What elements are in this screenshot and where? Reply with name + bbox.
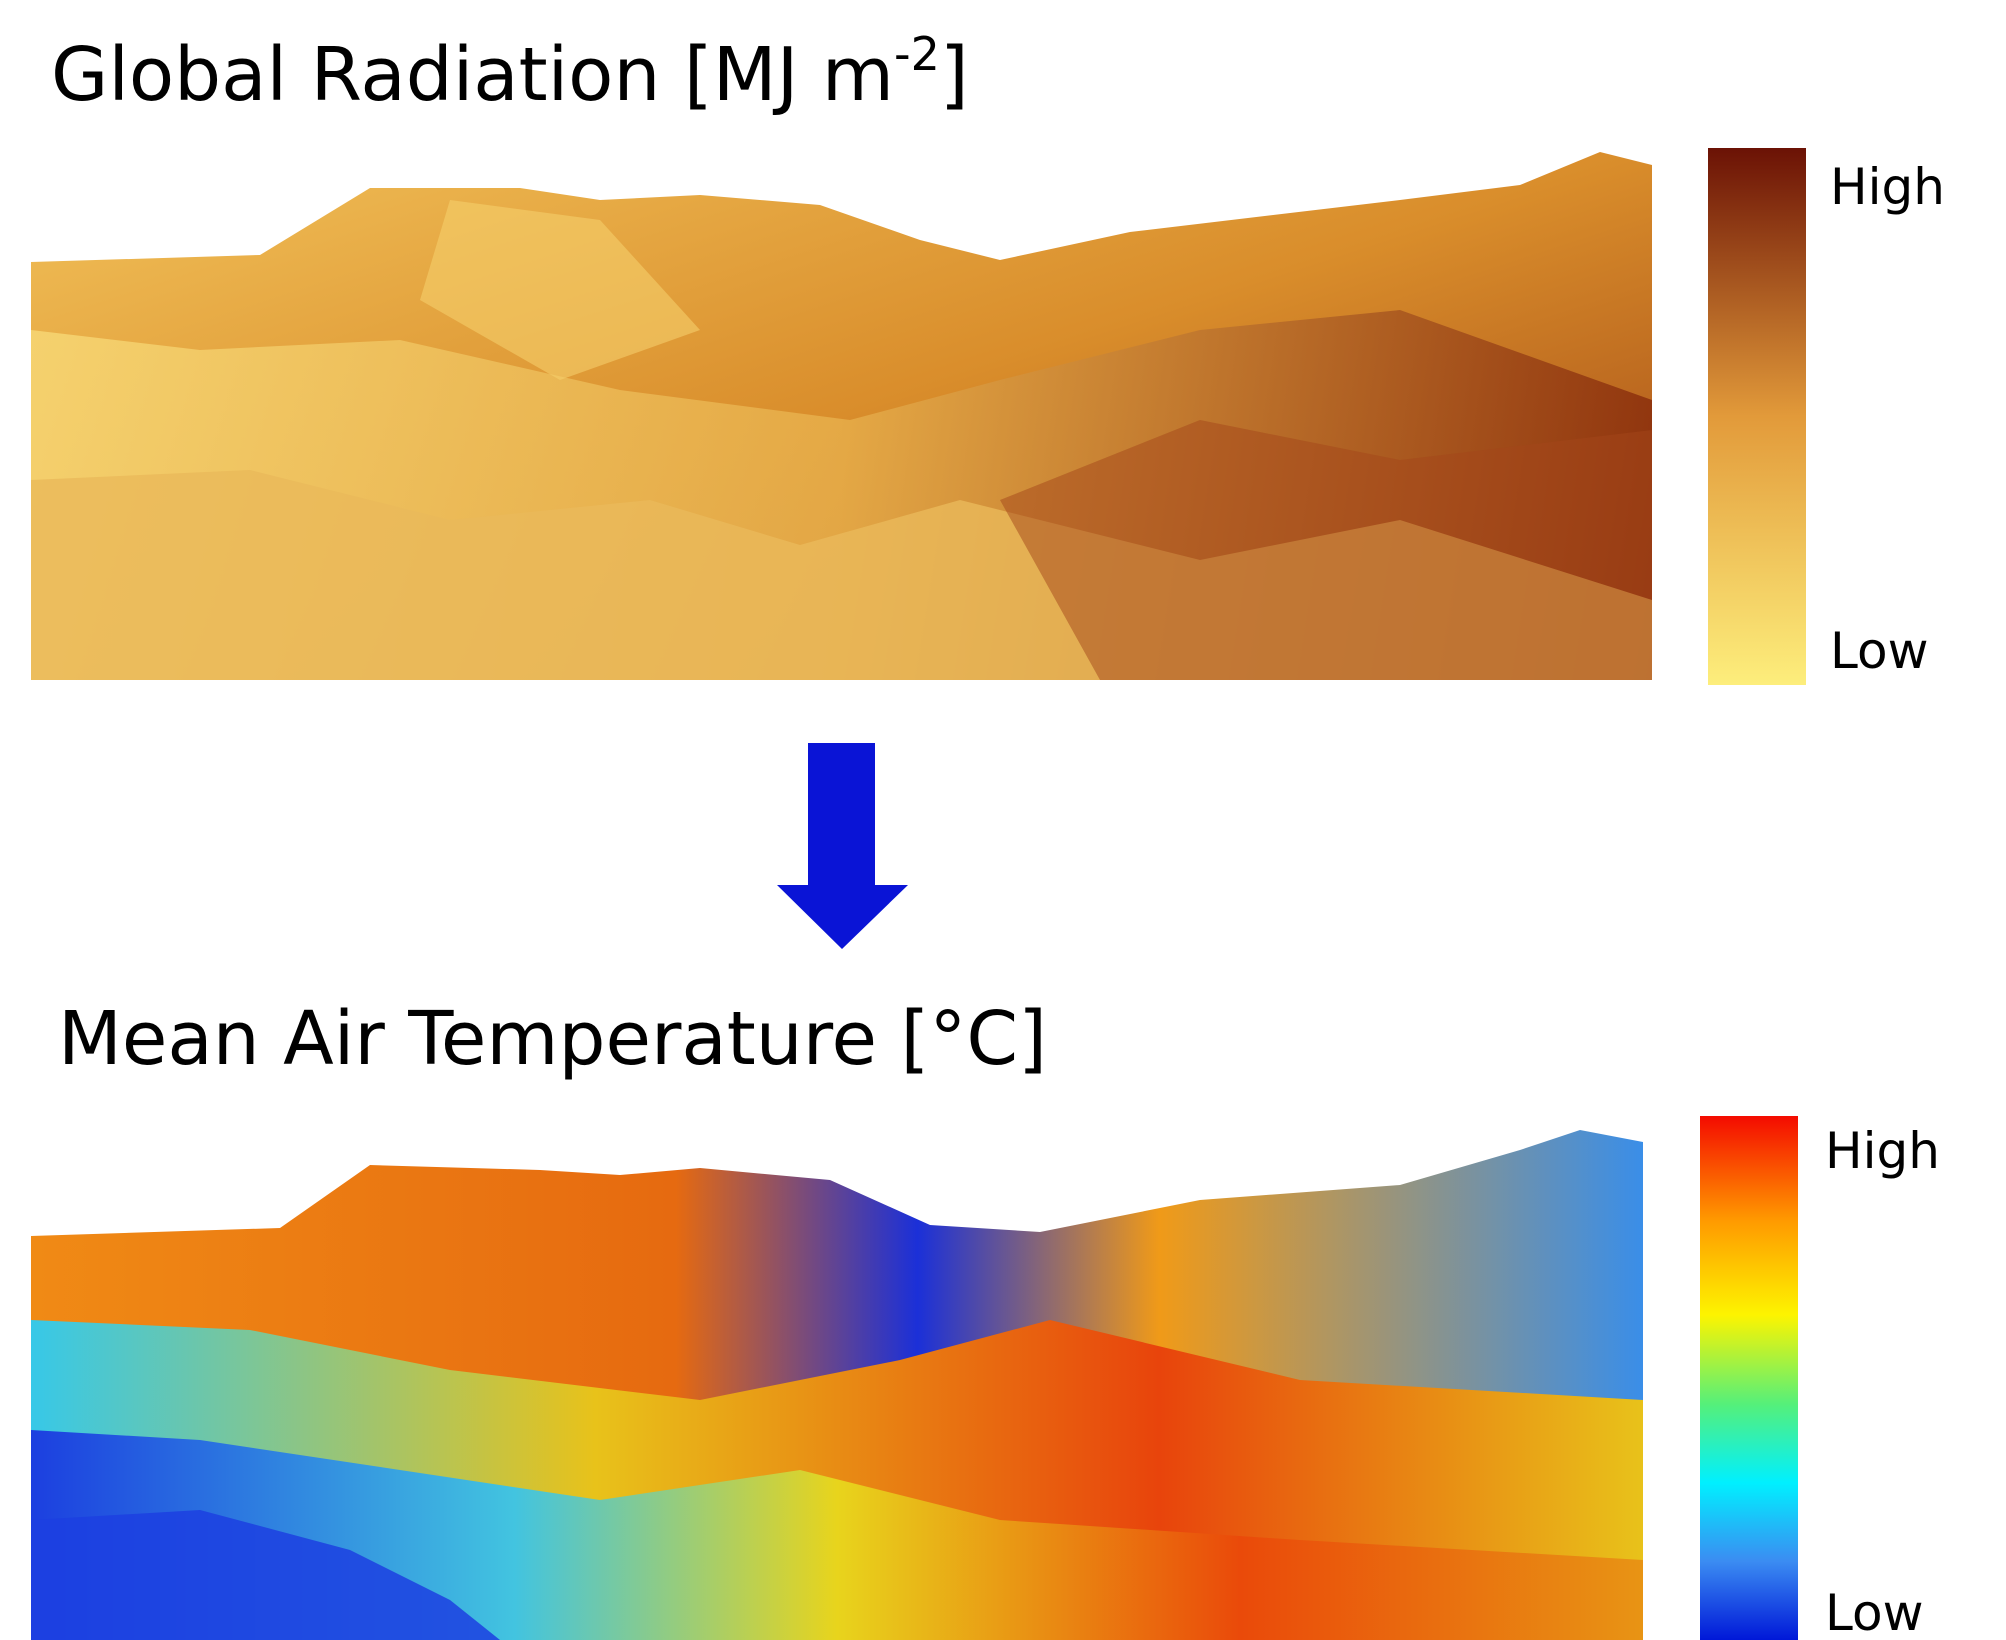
figure: Global Radiation [MJ m-2] High Low Mean … bbox=[0, 0, 2006, 1640]
panel-title: Global Radiation [MJ m-2] bbox=[51, 27, 969, 118]
colorbar bbox=[1708, 148, 1806, 685]
title-text: Global Radiation [MJ m bbox=[51, 32, 894, 118]
legend-high: High bbox=[1825, 1122, 1940, 1180]
arrow bbox=[777, 743, 908, 949]
legend-low: Low bbox=[1825, 1584, 1923, 1640]
temperature-terrain bbox=[31, 1130, 1643, 1640]
legend-high: High bbox=[1830, 158, 1945, 216]
colorbar bbox=[1700, 1116, 1798, 1640]
title-superscript: -2 bbox=[894, 27, 940, 81]
legend-low: Low bbox=[1830, 622, 1928, 680]
title-suffix: ] bbox=[940, 32, 969, 118]
radiation-terrain bbox=[31, 152, 1652, 680]
panel-title: Mean Air Temperature [°C] bbox=[58, 996, 1047, 1082]
